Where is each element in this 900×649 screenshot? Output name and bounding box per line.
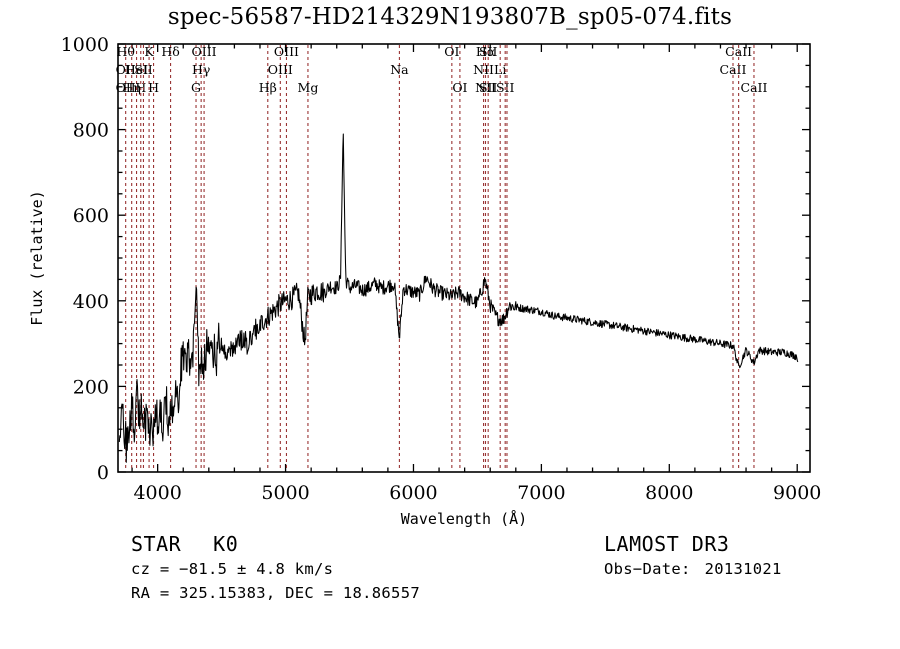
y-axis-title: Flux (relative) <box>28 190 46 325</box>
line-label-CaII: CaII <box>725 44 752 59</box>
line-label-Na: Na <box>390 62 409 77</box>
line-label-K: K <box>144 44 154 59</box>
line-label-Mg: Mg <box>298 80 319 95</box>
object-summary: STAR K0 <box>131 532 420 557</box>
line-label-OI: OI <box>444 44 459 59</box>
line-label-OIII: OIII <box>274 44 299 59</box>
spectrum-trace <box>118 133 799 463</box>
line-label-Hα: Hα <box>476 44 496 59</box>
obs-date-value: 20131021 <box>704 560 782 578</box>
x-tick-label: 4000 <box>133 482 181 504</box>
y-tick-label: 600 <box>73 205 109 227</box>
line-label-Hβ: Hβ <box>259 80 277 95</box>
metadata-right-column: LAMOST DR3 Obs−Date: 20131021 <box>604 532 782 581</box>
y-tick-label: 1000 <box>61 34 109 56</box>
x-tick-label: 6000 <box>389 482 437 504</box>
line-label-CaII: CaII <box>741 80 768 95</box>
line-label-OII: OII <box>116 62 136 77</box>
line-label-Hθ: Hθ <box>116 44 134 59</box>
coordinates: RA = 325.15383, DEC = 18.86557 <box>131 584 420 602</box>
line-label-OII: OII <box>116 80 136 95</box>
x-tick-label: 8000 <box>645 482 693 504</box>
page-title: spec-56587-HD214329N193807B_sp05-074.fit… <box>167 4 733 30</box>
line-label-OIII: OIII <box>192 44 217 59</box>
line-label-OIII: OIII <box>268 62 293 77</box>
object-type: STAR <box>131 532 182 556</box>
survey-name: LAMOST DR3 <box>604 532 730 556</box>
y-tick-label: 800 <box>73 120 109 142</box>
redshift-velocity: cz = −81.5 ± 4.8 km/s <box>131 560 334 578</box>
line-label-H: H <box>148 80 159 95</box>
line-label-Hγ: Hγ <box>192 62 210 77</box>
spectral-class: K0 <box>213 532 239 556</box>
line-label-NII: NII <box>473 62 494 77</box>
line-label-Li: Li <box>494 62 506 77</box>
obs-date-row: Obs−Date: 20131021 <box>604 557 782 581</box>
line-label-SII: SII <box>496 80 515 95</box>
x-tick-label: 9000 <box>773 482 821 504</box>
obs-date-label: Obs−Date: <box>604 560 691 578</box>
line-label-SII: SII <box>134 62 153 77</box>
y-tick-label: 400 <box>73 291 109 313</box>
line-label-G: G <box>191 80 201 95</box>
x-tick-label: 5000 <box>261 482 309 504</box>
line-label-SII: SII <box>479 80 498 95</box>
line-label-SII: SII <box>479 44 498 59</box>
line-label-Hδ: Hδ <box>161 44 179 59</box>
line-label-HeI: HeI <box>125 62 148 77</box>
x-tick-label: 7000 <box>517 482 565 504</box>
plot-frame <box>117 43 811 473</box>
y-tick-label: 0 <box>97 462 109 484</box>
metadata-left-column: STAR K0 cz = −81.5 ± 4.8 km/s RA = 325.15… <box>131 532 420 605</box>
y-tick-label: 200 <box>73 376 109 398</box>
line-label-CaII: CaII <box>720 62 747 77</box>
line-label-OI: OI <box>452 80 467 95</box>
metadata-footer: STAR K0 cz = −81.5 ± 4.8 km/s RA = 325.15… <box>0 532 900 642</box>
line-label-H: H <box>135 80 146 95</box>
x-axis-title: Wavelength (Å) <box>401 509 527 528</box>
line-label-NII: NII <box>475 80 496 95</box>
